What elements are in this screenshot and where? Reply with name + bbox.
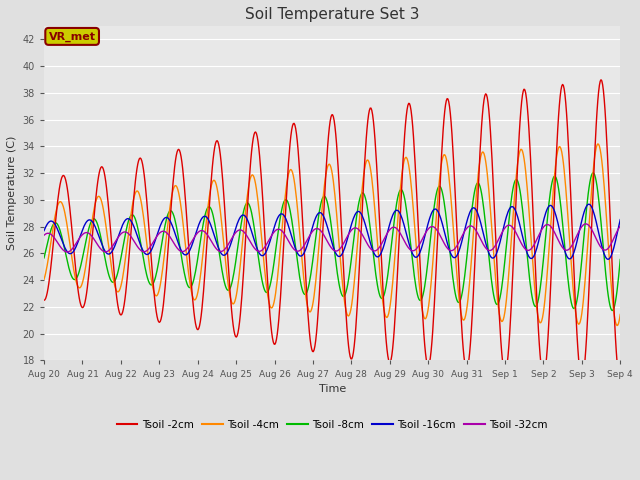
Title: Soil Temperature Set 3: Soil Temperature Set 3 (245, 7, 419, 22)
Text: VR_met: VR_met (49, 31, 95, 42)
X-axis label: Time: Time (319, 384, 346, 394)
Y-axis label: Soil Temperature (C): Soil Temperature (C) (7, 136, 17, 251)
Legend: Tsoil -2cm, Tsoil -4cm, Tsoil -8cm, Tsoil -16cm, Tsoil -32cm: Tsoil -2cm, Tsoil -4cm, Tsoil -8cm, Tsoi… (113, 416, 552, 434)
